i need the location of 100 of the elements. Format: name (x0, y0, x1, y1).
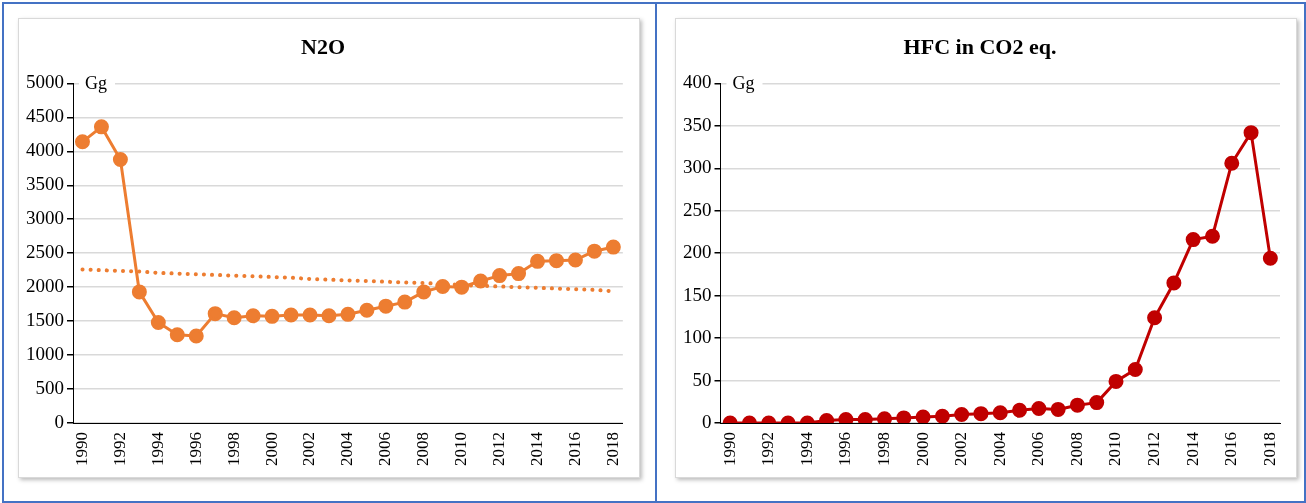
x-tick-label: 1998 (873, 432, 893, 466)
point (511, 266, 527, 282)
point (302, 307, 318, 323)
point (1089, 395, 1105, 411)
x-tick-label: 1994 (147, 431, 167, 466)
point (340, 306, 356, 322)
x-tick-label: 2016 (564, 432, 584, 466)
y-tick-label: 300 (683, 156, 712, 178)
point (548, 253, 564, 269)
y-tick-label: 200 (683, 241, 712, 263)
point (492, 268, 508, 284)
y-tick-label: 3000 (26, 207, 64, 229)
y-tick-label: 4500 (26, 105, 64, 127)
point (605, 239, 621, 255)
y-tick-label: 5000 (26, 71, 64, 93)
x-tick-label: 2002 (951, 432, 971, 466)
point (915, 409, 931, 423)
x-tick-label: 2010 (451, 432, 471, 466)
x-tick-label: 2002 (299, 432, 319, 466)
y-tick-label: 100 (683, 326, 712, 348)
x-tick-label: 1998 (223, 432, 243, 466)
x-tick-label: 2004 (337, 431, 357, 466)
x-tick-label: 2000 (261, 432, 281, 466)
x-tick-label: 2014 (1182, 431, 1202, 466)
x-tick-label: 2018 (602, 432, 622, 466)
y-tick-label: 0 (702, 410, 712, 432)
point (397, 294, 413, 310)
point (567, 252, 583, 268)
point (359, 302, 375, 318)
chart-title: N2O (301, 33, 345, 59)
point (1069, 397, 1085, 413)
point (973, 406, 989, 422)
y-tick-label: 2000 (26, 275, 64, 297)
x-tick-label: 2004 (989, 431, 1009, 466)
point (416, 284, 432, 300)
point (169, 327, 185, 343)
x-tick-label: 2006 (1028, 432, 1048, 466)
point (992, 405, 1008, 421)
point (896, 410, 912, 423)
point (1185, 232, 1201, 248)
point (473, 273, 489, 289)
point (954, 407, 970, 423)
x-tick-label: 2000 (912, 432, 932, 466)
y-tick-label: 150 (683, 283, 712, 305)
point (1147, 310, 1163, 326)
y-tick-label: 4000 (26, 139, 64, 161)
point (1127, 362, 1143, 378)
point (321, 308, 337, 324)
x-tick-label: 1990 (719, 432, 739, 466)
x-tick-label: 1996 (835, 432, 855, 466)
point (1204, 228, 1220, 244)
x-tick-label: 1992 (758, 432, 778, 466)
point (283, 307, 299, 323)
x-tick-label: 2018 (1259, 432, 1279, 466)
x-tick-label: 2012 (489, 432, 509, 466)
x-tick-label: 1992 (109, 432, 129, 466)
point (131, 284, 147, 300)
x-tick-label: 2012 (1144, 432, 1164, 466)
point (1050, 401, 1066, 417)
point (530, 253, 546, 269)
point (876, 411, 892, 423)
point (1108, 373, 1124, 389)
x-tick-label: 1994 (796, 431, 816, 466)
x-tick-label: 2016 (1221, 432, 1241, 466)
point (226, 310, 242, 326)
y-tick-label: 50 (692, 368, 712, 390)
point (74, 134, 90, 150)
point (188, 328, 204, 344)
x-tick-label: 1996 (185, 432, 205, 466)
y-tick-label: 2500 (26, 241, 64, 263)
point (1012, 402, 1028, 418)
point (1166, 275, 1182, 291)
y-tick-label: 350 (683, 113, 712, 135)
point (1243, 125, 1259, 141)
annotation: Gg (85, 73, 107, 94)
point (207, 306, 223, 322)
chart-title: HFC in CO2 eq. (903, 33, 1057, 59)
point (934, 408, 950, 423)
y-tick-label: 1500 (26, 309, 64, 331)
point (586, 243, 602, 259)
x-tick-label: 2008 (1066, 432, 1086, 466)
x-tick-label: 2010 (1105, 432, 1125, 466)
point (435, 278, 451, 294)
point (93, 119, 109, 135)
point (378, 298, 394, 314)
point (264, 308, 280, 324)
y-tick-label: 500 (35, 377, 64, 399)
y-tick-label: 0 (54, 410, 64, 432)
annotation: Gg (732, 73, 755, 94)
x-tick-label: 2006 (375, 432, 395, 466)
y-tick-label: 3500 (26, 173, 64, 195)
y-tick-label: 1000 (26, 343, 64, 365)
x-tick-label: 2008 (413, 432, 433, 466)
point (1031, 401, 1047, 417)
x-tick-label: 1990 (71, 432, 91, 466)
y-tick-label: 250 (683, 198, 712, 220)
point (1262, 250, 1278, 266)
x-tick-label: 2014 (526, 431, 546, 466)
point (245, 308, 261, 324)
point (454, 279, 470, 295)
